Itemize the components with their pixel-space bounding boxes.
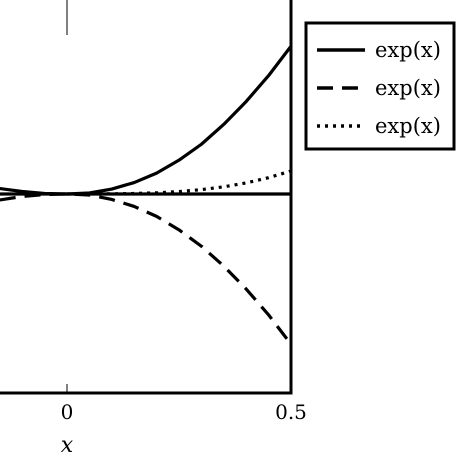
x-tick-label: 0 (61, 400, 74, 424)
series-line-dashed-1 (0, 192, 291, 346)
series-line-dotted-2 (66, 169, 291, 196)
legend-label: exp(x) (375, 76, 441, 100)
x-tick-label: 0.5 (275, 400, 307, 424)
legend-label: exp(x) (375, 38, 441, 62)
series-line-solid-0 (0, 45, 291, 196)
plot-frame (0, 0, 293, 395)
legend-box (304, 21, 456, 151)
x-axis-label: x (61, 433, 74, 458)
legend-label: exp(x) (375, 114, 441, 138)
